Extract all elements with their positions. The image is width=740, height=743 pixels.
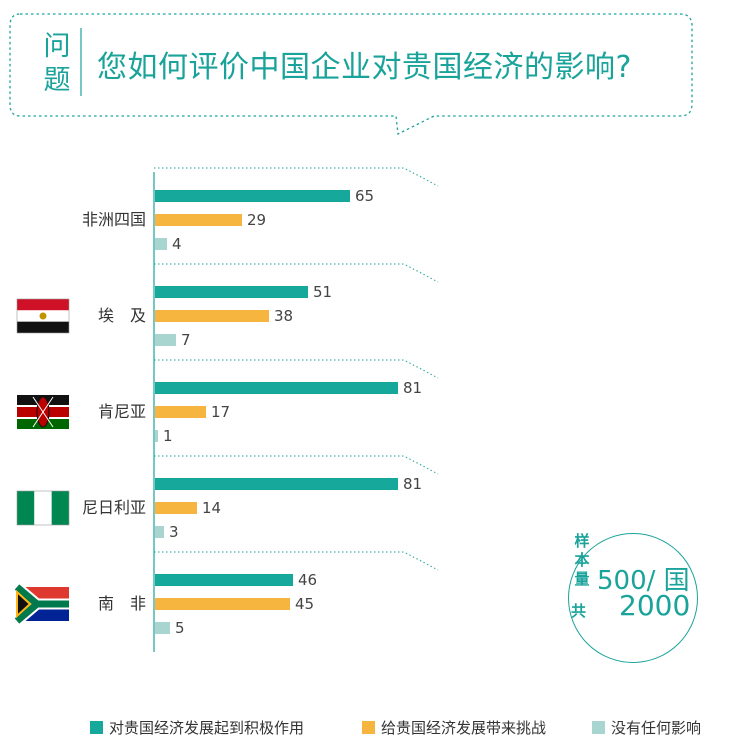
category-label: 非洲四国 (82, 210, 146, 229)
south-africa-flag-triangle (16, 589, 32, 619)
legend-item-positive: 对贵国经济发展起到积极作用 (90, 717, 304, 738)
egypt-flag-black-stripe (17, 321, 69, 333)
legend-item-none: 没有任何影响 (592, 717, 701, 738)
data-label: 45 (295, 595, 314, 613)
bar-none (155, 526, 164, 538)
data-label: 14 (202, 499, 221, 517)
data-label: 46 (298, 571, 317, 589)
bar-challenge (155, 406, 206, 418)
legend-label-challenge: 给贵国经济发展带来挑战 (381, 719, 547, 737)
legend-label-positive: 对贵国经济发展起到积极作用 (109, 719, 305, 737)
south-africa-flag-green-y (14, 584, 69, 624)
group-separator (154, 551, 439, 571)
data-label: 38 (274, 307, 293, 325)
legend-swatch-challenge (362, 721, 375, 734)
category-label: 尼日利亚 (82, 498, 146, 517)
egypt-flag-red-stripe (17, 299, 69, 311)
bar-positive (155, 190, 350, 202)
data-label: 4 (172, 235, 182, 253)
bar-chart: 非洲四国 65 29 4 埃 及 51 38 7 肯尼亚 81 17 1 尼日利亚 81 14 3 南 非 46 4… (13, 167, 439, 652)
question-tag: 问题 (43, 31, 71, 96)
data-label: 17 (211, 403, 230, 421)
group-separator (154, 167, 439, 187)
legend-swatch-positive (90, 721, 103, 734)
data-label: 5 (175, 619, 185, 637)
legend-item-challenge: 给贵国经济发展带来挑战 (362, 717, 546, 738)
sample-total: 2000 (619, 589, 691, 622)
data-label: 3 (169, 523, 179, 541)
egypt-flag-border (16, 298, 70, 334)
bar-positive (155, 478, 398, 490)
legend-label-none: 没有任何影响 (611, 719, 702, 737)
bar-none (155, 334, 176, 346)
sample-circle (568, 533, 698, 663)
data-label: 51 (313, 283, 332, 301)
data-label: 29 (247, 211, 266, 229)
bar-none (155, 622, 170, 634)
legend-swatch-none (592, 721, 605, 734)
bar-positive (155, 574, 293, 586)
category-label: 肯尼亚 (98, 402, 146, 421)
nigeria-flag-green-right (51, 491, 69, 525)
bar-challenge (155, 502, 197, 514)
kenya-flag-spear (32, 396, 54, 428)
nigeria-flag-border (16, 490, 70, 526)
nigeria-flag-white (34, 491, 52, 525)
data-label: 65 (355, 187, 374, 205)
bar-challenge (155, 214, 242, 226)
sample-label: 样本量 (574, 532, 590, 588)
category-label: 南 非 (98, 594, 146, 613)
data-label: 7 (181, 331, 191, 349)
bar-positive (155, 382, 398, 394)
group-separator (154, 263, 439, 283)
data-label: 81 (403, 379, 422, 397)
legend: 对贵国经济发展起到积极作用 给贵国经济发展带来挑战 没有任何影响 (0, 713, 740, 743)
egypt-flag-eagle (39, 312, 47, 320)
question-bubble (9, 13, 693, 135)
bar-challenge (155, 310, 269, 322)
question-title: 您如何评价中国企业对贵国经济的影响? (97, 50, 632, 85)
category-label: 埃 及 (98, 306, 146, 325)
bar-none (155, 430, 158, 442)
sample-total-label: 共 (571, 602, 587, 620)
bar-challenge (155, 598, 290, 610)
bar-positive (155, 286, 308, 298)
group-separator (154, 359, 439, 379)
sample-per-country: 500/ 国 (597, 566, 690, 596)
nigeria-flag-green-left (17, 491, 35, 525)
bar-none (155, 238, 167, 250)
group-separator (154, 455, 439, 475)
data-label: 1 (163, 427, 173, 445)
data-label: 81 (403, 475, 422, 493)
